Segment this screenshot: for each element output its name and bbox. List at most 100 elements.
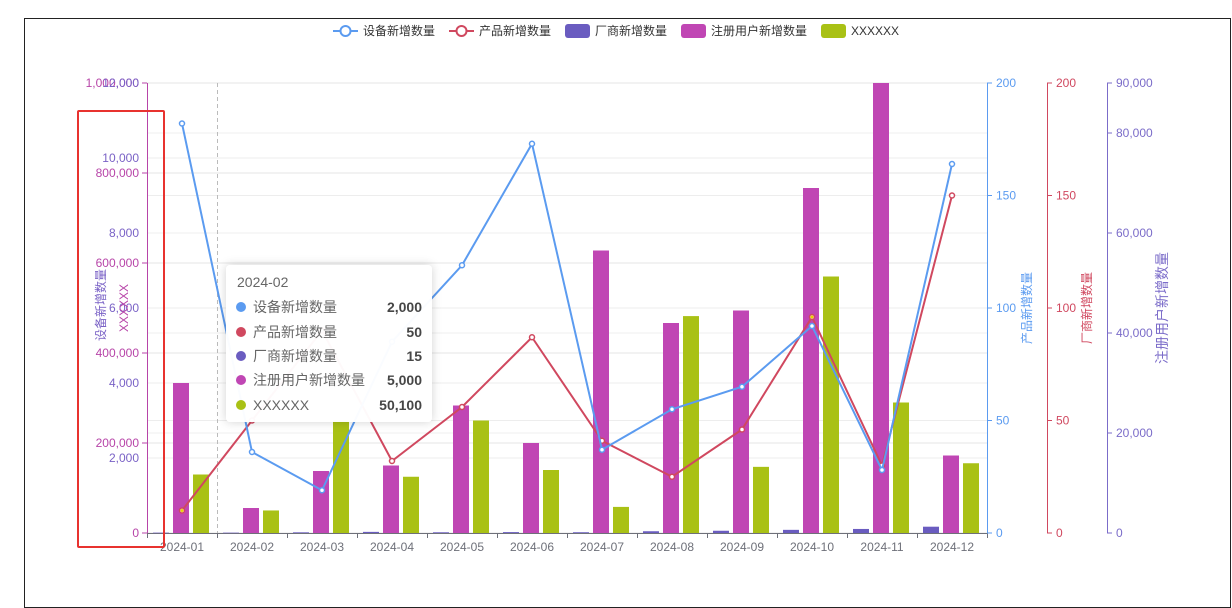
legend-label: 厂商新增数量 (594, 24, 667, 38)
tooltip-row-value: 5,000 (386, 372, 422, 389)
y-left2-tick-label: 10,000 (102, 151, 139, 165)
x-tick-label: 2024-11 (860, 540, 903, 554)
bar (853, 528, 869, 533)
tooltip-dot-icon (236, 375, 246, 386)
data-point (178, 120, 186, 127)
y-right3-tick-label: 40,000 (1116, 326, 1153, 340)
bar (223, 532, 239, 534)
bar (403, 476, 419, 533)
x-tick-label: 2024-12 (930, 540, 974, 554)
y-left2-tick-label: 8,000 (109, 226, 139, 240)
data-point (458, 403, 466, 411)
y-left-tick-label: 600,000 (96, 256, 140, 270)
bar (963, 463, 979, 533)
data-point (738, 426, 746, 433)
tooltip-row-value: 50,100 (379, 396, 422, 413)
legend-label: 注册用户新增数量 (711, 24, 808, 38)
bar (643, 531, 659, 533)
legend-item[interactable]: 产品新增数量 (448, 22, 551, 39)
bar (593, 250, 609, 533)
bar (503, 532, 519, 533)
y-left2-tick-label: 6,000 (109, 301, 139, 315)
legend-bar-icon (564, 23, 590, 38)
legend-item[interactable]: 设备新增数量 (332, 22, 435, 39)
tooltip-row-name: 厂商新增数量 (253, 347, 337, 364)
legend-item[interactable]: XXXXXX (821, 22, 899, 39)
y-left-tick-label: 800,000 (96, 166, 140, 180)
y-left-tick-label: 200,000 (96, 436, 140, 450)
bar (433, 532, 449, 533)
bar (943, 455, 959, 533)
bar (783, 529, 799, 533)
tooltip: 2024-02 设备新增数量 2,000 产品新增数量 50 厂商新增数量 15… (226, 265, 432, 422)
data-point (878, 466, 886, 474)
x-tick-label: 2024-05 (440, 540, 484, 554)
y-right3-tick-label: 80,000 (1116, 126, 1153, 140)
tooltip-row-value: 50 (406, 323, 422, 340)
bar (893, 402, 909, 533)
y-left2-tick-label: 2,000 (109, 451, 139, 465)
tooltip-row: 产品新增数量 50 (236, 319, 422, 343)
legend-item[interactable]: 注册用户新增数量 (681, 22, 807, 39)
data-point (948, 192, 956, 199)
y-right2-tick-label: 100 (1056, 301, 1076, 315)
y-right1-tick-label: 150 (996, 189, 1016, 203)
x-tick-label: 2024-01 (160, 540, 204, 554)
y-right3-tick-label: 60,000 (1116, 226, 1153, 240)
x-tick-label: 2024-06 (510, 540, 554, 554)
data-point (388, 457, 396, 465)
bar (663, 323, 679, 533)
y-right3-tick-label: 90,000 (1116, 76, 1153, 90)
data-point (598, 446, 606, 453)
y-left-tick-label: 400,000 (96, 346, 140, 360)
x-tick-label: 2024-04 (370, 540, 414, 554)
bar (153, 532, 169, 534)
tooltip-row: 注册用户新增数量 5,000 (236, 368, 422, 392)
legend-item[interactable]: 厂商新增数量 (564, 22, 667, 39)
bar (173, 383, 189, 533)
bar (823, 276, 839, 533)
bar (383, 465, 399, 533)
data-point (248, 448, 256, 456)
bar (193, 474, 209, 533)
bar (573, 532, 589, 533)
data-point (738, 383, 746, 390)
x-tick-label: 2024-08 (650, 540, 694, 554)
y-right2-axis-name: 厂商新增数量 (1079, 272, 1094, 344)
data-point (458, 262, 466, 269)
data-point (668, 473, 676, 480)
bar (753, 466, 769, 533)
x-tick-label: 2024-09 (720, 540, 764, 554)
tooltip-dot-icon (236, 302, 246, 313)
data-point (948, 160, 956, 168)
bar (873, 83, 889, 533)
y-right1-tick-label: 50 (996, 414, 1010, 428)
tooltip-dot-icon (236, 350, 246, 361)
bar (333, 420, 349, 533)
tooltip-row-name: XXXXXX (253, 396, 310, 413)
tooltip-row: 设备新增数量 2,000 (236, 295, 422, 319)
bar (713, 530, 729, 533)
bar (613, 506, 629, 533)
y-left2-tick-label: 4,000 (109, 376, 139, 390)
y-left-tick-label: 1,000,000 (86, 76, 140, 90)
series-line (181, 123, 953, 492)
bar (453, 405, 469, 533)
bar (523, 443, 539, 533)
tooltip-row: XXXXXX 50,100 (236, 393, 422, 417)
bar (733, 310, 749, 533)
data-point (668, 406, 676, 413)
y-right2-tick-label: 200 (1056, 76, 1076, 90)
data-point (528, 334, 536, 341)
y-left-tick-label: 0 (132, 526, 139, 540)
y-right3-axis-name: 注册用户新增数量 (1154, 252, 1170, 364)
data-point (528, 140, 536, 147)
bar (543, 470, 559, 533)
tooltip-title: 2024-02 (237, 274, 289, 290)
y-right3-tick-label: 20,000 (1116, 426, 1153, 440)
bar (803, 188, 819, 533)
x-tick-label: 2024-07 (580, 540, 624, 554)
y-left3-axis-name: XXXXXX (117, 284, 131, 332)
y-right1-tick-label: 200 (996, 76, 1016, 90)
